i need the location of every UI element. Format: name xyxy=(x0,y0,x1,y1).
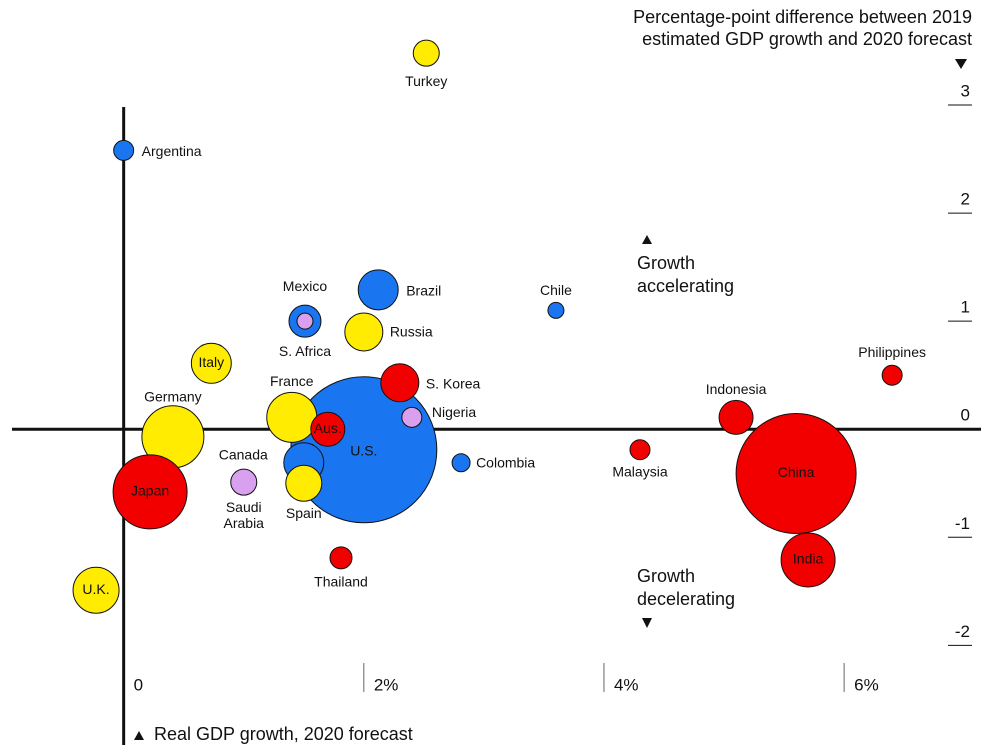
bubble xyxy=(296,312,314,330)
point-label: Philippines xyxy=(858,344,926,360)
point-label: Saudi Arabia xyxy=(223,499,264,532)
point-label: Saudi Arabia xyxy=(223,499,264,532)
point-label: Indonesia xyxy=(706,381,767,397)
point-label: Turkey xyxy=(405,73,447,89)
y-tick-label: 3 xyxy=(961,82,970,101)
bubble xyxy=(629,439,651,461)
bubble xyxy=(718,399,754,435)
bubble xyxy=(190,342,232,384)
point-label: India xyxy=(793,551,824,567)
x-axis-label: Real GDP growth, 2020 forecast xyxy=(154,724,413,744)
point-label: U.S. xyxy=(350,442,377,458)
bubble xyxy=(310,411,346,447)
bubble xyxy=(329,546,353,570)
annotation: Growth xyxy=(637,566,695,586)
point-label: Aus. xyxy=(314,420,342,436)
bubble xyxy=(266,391,318,443)
point-label: Thailand xyxy=(314,574,368,590)
arrow xyxy=(955,59,967,69)
arrow xyxy=(642,618,652,628)
bubble xyxy=(735,413,857,535)
point-label: Canada xyxy=(219,446,268,462)
x-tick-label: 2% xyxy=(374,675,399,694)
bubble xyxy=(881,364,903,386)
point-label: China xyxy=(778,464,815,480)
y-tick-label: -1 xyxy=(955,514,970,533)
bubble xyxy=(451,453,471,473)
bubble xyxy=(780,532,836,588)
bubble xyxy=(230,468,258,496)
x-tick-label: 4% xyxy=(614,675,639,694)
bubble xyxy=(401,406,423,428)
point-label: Chile xyxy=(540,282,572,298)
bubble xyxy=(547,301,565,319)
point-label: U.K. xyxy=(82,581,109,597)
point-label: Brazil xyxy=(406,283,441,299)
y-tick-label: 1 xyxy=(961,298,970,317)
bubble xyxy=(357,269,399,311)
y-tick-label: 2 xyxy=(961,190,970,209)
point-label: Argentina xyxy=(142,143,202,159)
arrow xyxy=(134,731,144,740)
point-label: Russia xyxy=(390,324,433,340)
arrow xyxy=(642,235,652,244)
point-label: Malaysia xyxy=(612,463,667,479)
y-axis-label: estimated GDP growth and 2020 forecast xyxy=(642,29,972,49)
point-label: Germany xyxy=(144,388,202,404)
bubble xyxy=(285,464,323,502)
bubble xyxy=(412,39,440,67)
annotation: Growth xyxy=(637,253,695,273)
point-label: Spain xyxy=(286,505,322,521)
bubble xyxy=(113,139,135,161)
bubble xyxy=(112,454,188,530)
bubble xyxy=(344,312,384,352)
point-label: Mexico xyxy=(283,278,328,294)
bubble xyxy=(72,566,120,614)
annotation: decelerating xyxy=(637,589,735,609)
x-tick-label: 6% xyxy=(854,675,879,694)
point-label: S. Korea xyxy=(426,375,481,391)
y-tick-label: 0 xyxy=(961,406,970,425)
x-tick-label: 0 xyxy=(134,675,143,694)
bubble xyxy=(380,363,420,403)
point-label: Nigeria xyxy=(432,404,477,420)
y-axis-label: Percentage-point difference between 2019 xyxy=(633,7,972,27)
point-label: S. Africa xyxy=(279,343,331,359)
y-tick-label: -2 xyxy=(955,622,970,641)
point-label: Italy xyxy=(198,354,224,370)
point-label: Colombia xyxy=(476,454,535,470)
point-label: France xyxy=(270,373,314,389)
annotation: accelerating xyxy=(637,276,734,296)
point-label: Japan xyxy=(131,483,169,499)
